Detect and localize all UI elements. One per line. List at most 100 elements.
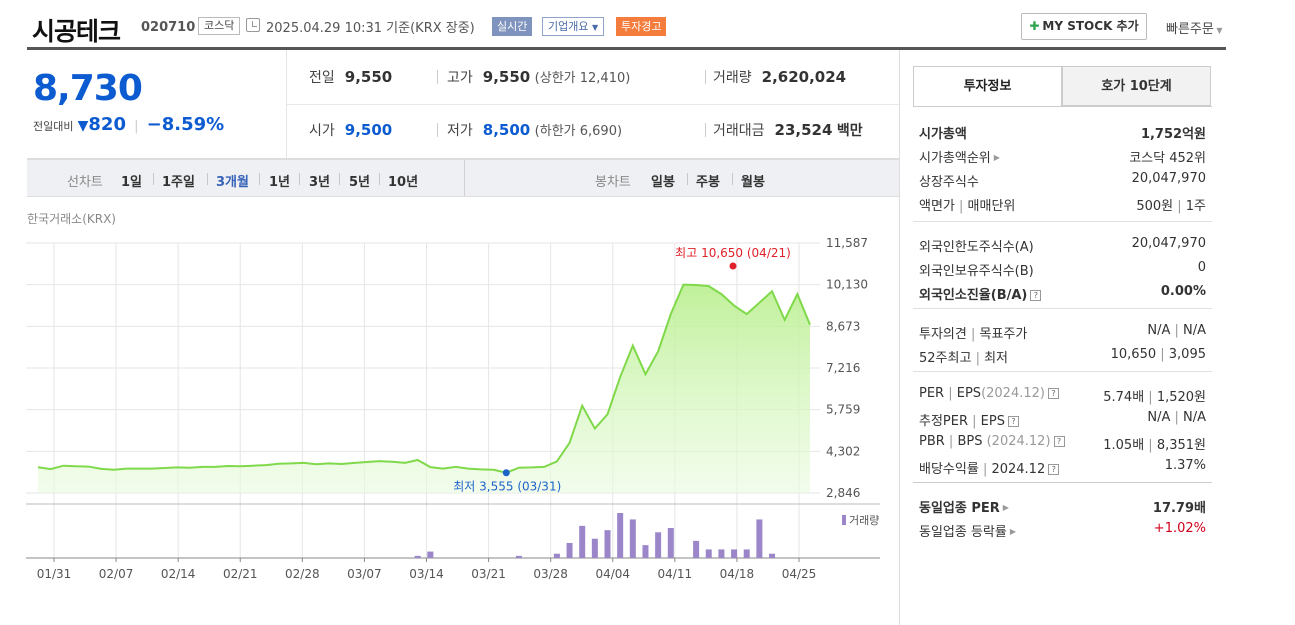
y-tick-label: 10,130: [826, 278, 868, 292]
stock-code: 020710: [141, 20, 196, 35]
investment-warning-badge: 투자경고: [616, 17, 667, 36]
price-chart[interactable]: 11,587 10,130 8,673 7,216 5,759 4,302 2,846 최고…: [20, 228, 900, 618]
period-3m[interactable]: 3개월: [216, 175, 249, 190]
volume-bar: [629, 519, 636, 558]
x-tick-label: 02/21: [223, 567, 258, 581]
volume-bar: [591, 538, 598, 558]
high-price: 고가 9,550 (상한가 12,410): [447, 68, 631, 86]
tab-hoga-10[interactable]: 호가 10단계: [1062, 66, 1211, 106]
foreign-ratio-row: 외국인소진율(B/A)? 0.00%: [919, 284, 1206, 303]
high-marker: [729, 262, 737, 270]
period-1y[interactable]: 1년: [269, 175, 291, 190]
x-tick-label: 01/31: [37, 567, 72, 581]
help-icon[interactable]: ?: [1007, 416, 1019, 427]
data-source-label: 한국거래소(KRX): [27, 212, 116, 226]
y-tick-label: 11,587: [826, 236, 868, 250]
trade-amount: 거래대금 23,524 백만: [713, 121, 863, 139]
x-tick-label: 03/21: [471, 567, 506, 581]
company-name: 시공테크: [32, 17, 121, 46]
volume-bar: [642, 545, 649, 558]
price-summary: 8,730 전일대비 ▼820 | −8.59% 전일 9,550 고가 9,550…: [27, 50, 899, 159]
volume-bar: [427, 551, 434, 558]
period-1d[interactable]: 1일: [121, 175, 143, 190]
volume-bar: [579, 525, 586, 558]
listed-shares-row: 상장주식수 20,047,970: [919, 171, 1206, 190]
candle-weekly[interactable]: 주봉: [696, 175, 720, 190]
chevron-down-icon: ▼: [591, 23, 599, 32]
quick-order-link[interactable]: 빠른주문 ▼: [1166, 22, 1223, 37]
panel-divider: [899, 50, 900, 625]
market-badge: 코스닥: [198, 17, 241, 35]
low-price: 저가 8,500 (하한가 6,690): [447, 121, 623, 139]
volume-bar: [566, 543, 573, 558]
sidebar-tabs: 투자정보 호가 10단계: [913, 66, 1212, 106]
line-chart-label: 선차트: [67, 175, 103, 190]
change-percent: −8.59%: [146, 114, 225, 135]
par-value-row: 액면가 | 매매단위 500원 | 1주: [919, 199, 1206, 214]
y-tick-label: 8,673: [826, 319, 860, 333]
foreign-limit-row: 외국인한도주식수(A) 20,047,970: [919, 236, 1206, 255]
volume-bar: [515, 555, 522, 558]
chevron-right-icon: ▶: [1002, 503, 1009, 512]
prev-close: 전일 9,550: [309, 68, 393, 86]
stock-header: 시공테크 020710 코스닥 2025.04.29 10:31 기준(KRX …: [30, 8, 1226, 48]
current-price: 8,730: [33, 68, 143, 109]
company-overview-dropdown[interactable]: 기업개요 ▼: [542, 17, 605, 36]
investment-info-panel: 투자정보 호가 10단계 시가총액 1,752억원 시가총액순위 ▶ 코스닥 452위…: [913, 66, 1212, 545]
plus-icon: ✚: [1029, 19, 1040, 33]
realtime-badge[interactable]: 실시간: [492, 17, 533, 36]
tab-investment-info[interactable]: 투자정보: [913, 66, 1062, 106]
dividend-row: 배당수익률 | 2024.12? 1.37%: [919, 458, 1206, 477]
current-price-panel: 8,730 전일대비 ▼820 | −8.59%: [27, 50, 287, 158]
market-cap-row: 시가총액 1,752억원: [919, 127, 1206, 142]
y-tick-label: 4,302: [826, 444, 860, 458]
sector-per-row: 동일업종 PER ▶ 17.79배: [919, 501, 1206, 516]
volume-bar: [604, 530, 611, 558]
x-tick-label: 02/28: [285, 567, 320, 581]
period-5y[interactable]: 5년: [349, 175, 371, 190]
est-per-row: 추정PER | EPS? N/A | N/A: [919, 410, 1206, 429]
market-cap-rank-row[interactable]: 시가총액순위 ▶ 코스닥 452위: [919, 151, 1206, 166]
chevron-right-icon: ▶: [1009, 527, 1017, 536]
volume-bar: [667, 528, 674, 558]
down-triangle-icon: ▼: [77, 118, 89, 134]
help-icon[interactable]: ?: [1048, 464, 1060, 475]
price-detail-grid: 전일 9,550 고가 9,550 (상한가 12,410) 거래량 2,620,02…: [287, 50, 899, 158]
volume-bar: [731, 549, 738, 558]
candle-chart-label: 봉차트: [595, 175, 631, 190]
help-icon[interactable]: ?: [1053, 436, 1065, 447]
pbr-bps-row: PBR | BPS (2024.12)? 1.05배 | 8,351원: [919, 434, 1206, 453]
foreign-hold-row: 외국인보유주식수(B) 0: [919, 260, 1206, 279]
volume-bar: [705, 549, 712, 558]
candle-monthly[interactable]: 월봉: [741, 175, 765, 190]
52week-row: 52주최고 | 최저 10,650 | 3,095: [919, 347, 1206, 366]
low-annotation: 최저 3,555 (03/31): [453, 480, 561, 494]
volume-bar: [743, 549, 750, 558]
help-icon[interactable]: ?: [1047, 388, 1059, 399]
chevron-down-icon: ▼: [1213, 26, 1223, 35]
period-10y[interactable]: 10년: [388, 175, 419, 190]
volume: 거래량 2,620,024: [713, 68, 847, 86]
volume-bar: [769, 553, 776, 558]
y-tick-label: 2,846: [826, 486, 860, 500]
period-1w[interactable]: 1주일: [162, 175, 195, 190]
volume-bar: [553, 553, 560, 558]
period-3y[interactable]: 3년: [309, 175, 331, 190]
help-icon[interactable]: ?: [1030, 290, 1042, 301]
x-tick-label: 02/14: [161, 567, 196, 581]
chevron-right-icon: ▶: [993, 153, 1000, 162]
candle-daily[interactable]: 일봉: [651, 175, 675, 190]
clock-icon: [246, 18, 260, 32]
x-tick-label: 04/25: [782, 567, 817, 581]
chart-period-bar: 선차트 1일 1주일 3개월 1년 3년 5년 10년 봉차트 일봉 주봉 월봉: [27, 159, 899, 197]
high-annotation: 최고 10,650 (04/21): [675, 246, 791, 260]
volume-bar: [756, 519, 763, 558]
open-price: 시가 9,500: [309, 121, 393, 139]
price-line: [37, 283, 811, 474]
my-stock-add-button[interactable]: ✚ MY STOCK 추가: [1021, 13, 1147, 40]
x-tick-label: 03/28: [533, 567, 568, 581]
volume-bar: [414, 555, 421, 558]
y-tick-label: 7,216: [826, 361, 860, 375]
y-tick-label: 5,759: [826, 403, 860, 417]
x-tick-label: 04/11: [658, 567, 693, 581]
